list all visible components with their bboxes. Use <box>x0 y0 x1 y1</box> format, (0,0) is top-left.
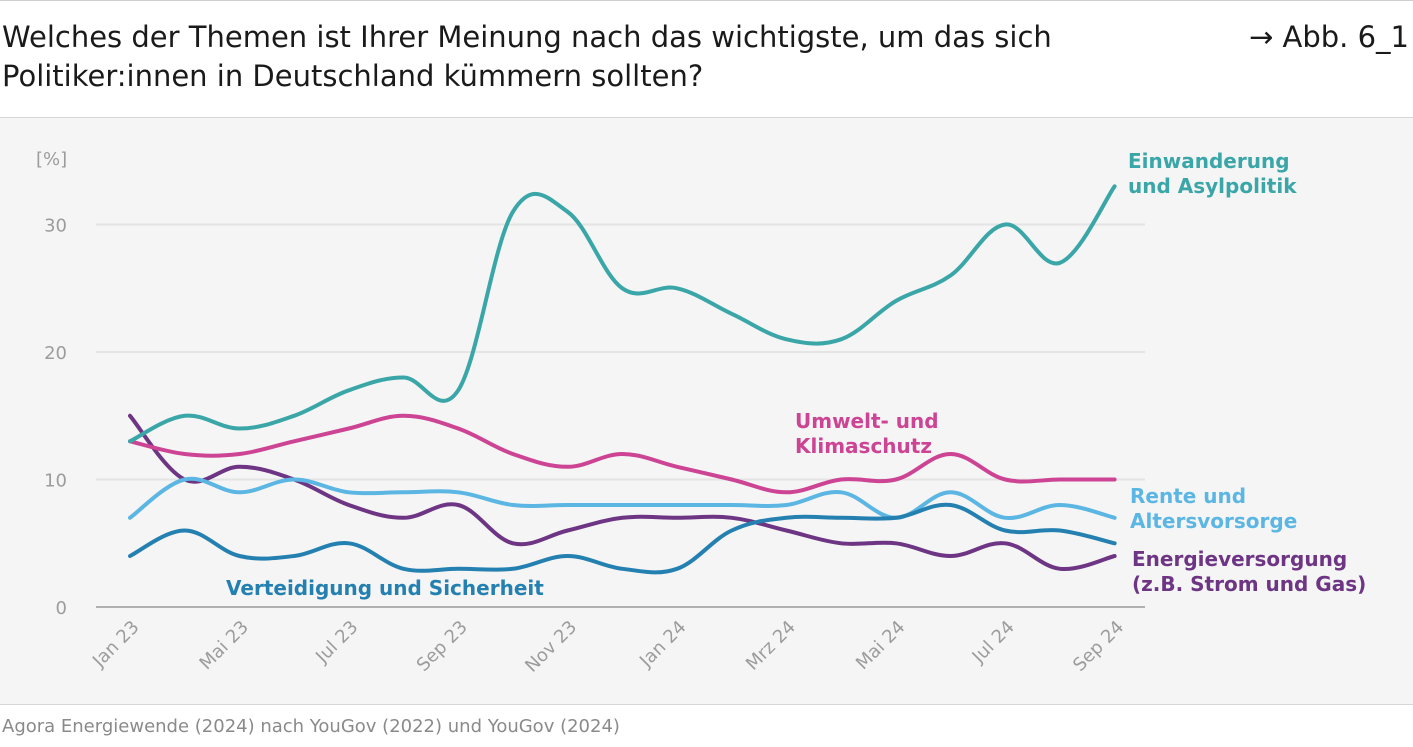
series-label-einwanderung-und-asylpolitik: und Asylpolitik <box>1128 174 1297 198</box>
x-tick-label: Jan 23 <box>88 617 143 672</box>
series-label-energieversorgung-z-b-strom-und-gas: Energieversorgung <box>1132 547 1347 571</box>
series-label-verteidigung-und-sicherheit: Verteidigung und Sicherheit <box>226 576 544 600</box>
series-label-energieversorgung-z-b-strom-und-gas: (z.B. Strom und Gas) <box>1132 572 1366 596</box>
x-tick-label: Mai 24 <box>852 617 909 674</box>
x-tick-label: Sep 24 <box>1069 617 1128 676</box>
y-tick-label: 10 <box>44 471 67 492</box>
source-note: Agora Energiewende (2024) nach YouGov (2… <box>2 716 620 737</box>
series-label-umwelt-und-klimaschutz: Umwelt- und <box>795 409 939 433</box>
line-chart: 0 10 20 30 [%] Jan 23 Mai 23 Jul 23 Sep 23 Nov 23… <box>36 149 1366 677</box>
y-tick-label: 30 <box>44 216 67 237</box>
series-label-einwanderung-und-asylpolitik: Einwanderung <box>1128 149 1290 173</box>
chart-title: Welches der Themen ist Ihrer Meinung nac… <box>2 20 1052 93</box>
figure-reference: → Abb. 6_1 <box>1248 20 1409 54</box>
series-line-energieversorgung-z-b-strom-und-gas <box>128 413 1117 571</box>
x-tick-label: Nov 23 <box>521 617 581 677</box>
y-tick-label: 0 <box>56 598 67 619</box>
series-label-rente-und-altersvorsorge: Altersvorsorge <box>1130 509 1297 533</box>
series-line-umwelt-und-klimaschutz <box>128 413 1117 495</box>
top-rule <box>0 0 1413 1</box>
chart-panel: 0 10 20 30 [%] Jan 23 Mai 23 Jul 23 Sep 23 Nov 23… <box>0 117 1413 705</box>
x-tick-label: Jan 24 <box>635 617 690 672</box>
series-line-einwanderung-und-asylpolitik <box>128 184 1117 444</box>
x-tick-label: Jul 23 <box>311 617 362 668</box>
x-tick-label: Sep 23 <box>413 617 472 676</box>
x-tick-label: Mai 23 <box>196 617 253 674</box>
series-line-rente-und-altersvorsorge <box>128 476 1117 520</box>
x-tick-label: Jul 24 <box>968 617 1019 668</box>
series-label-rente-und-altersvorsorge: Rente und <box>1130 484 1246 508</box>
series-line-verteidigung-und-sicherheit <box>128 502 1117 575</box>
x-tick-label: Mrz 24 <box>742 617 800 675</box>
series-label-umwelt-und-klimaschutz: Klimaschutz <box>795 434 932 458</box>
y-tick-label: 20 <box>44 343 67 364</box>
y-axis-unit: [%] <box>36 149 67 170</box>
